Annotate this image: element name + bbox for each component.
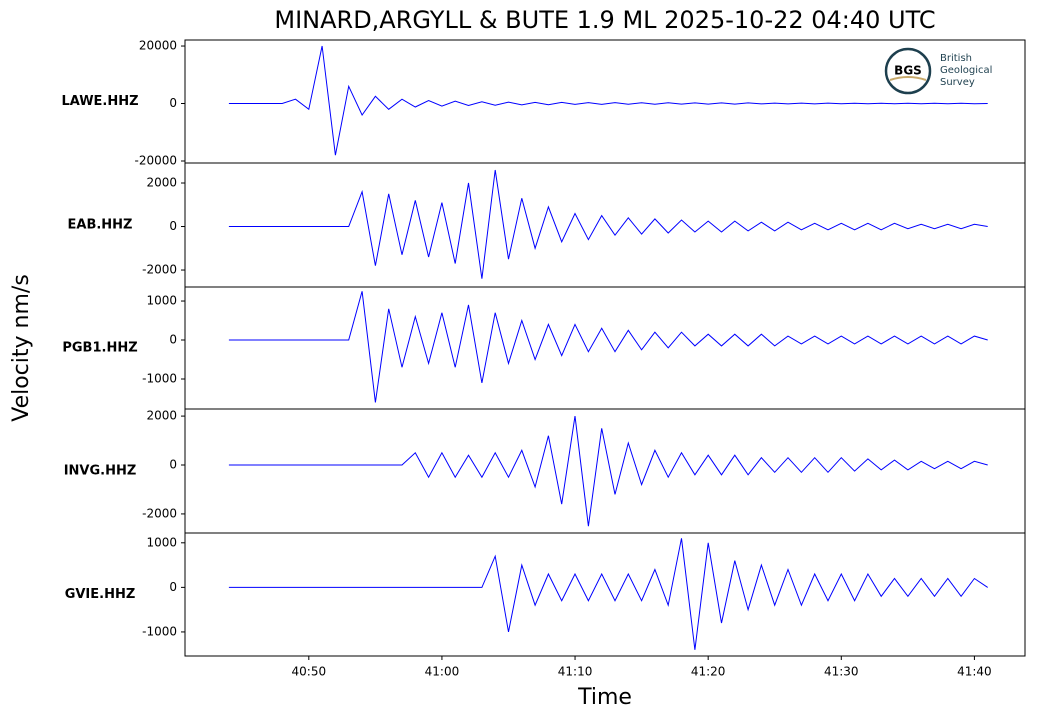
y-axis-label: Velocity nm/s: [9, 274, 34, 422]
axes-frame: [184, 408, 1026, 534]
y-tick-label: 2000: [146, 409, 177, 423]
waveform: [228, 291, 988, 403]
logo-wave: [889, 76, 927, 81]
logo: BGS British Geological Survey: [884, 47, 992, 95]
station-label: INVG.HHZ: [64, 464, 137, 479]
chart-title: MINARD,ARGYLL & BUTE 1.9 ML 2025-10-22 0…: [274, 6, 935, 34]
station-label: PGB1.HHZ: [62, 341, 137, 356]
waveform: [228, 416, 988, 527]
y-tick-label: 20000: [139, 39, 177, 53]
y-tick-label: 0: [169, 333, 177, 347]
y-tick-label: 0: [169, 96, 177, 110]
y-tick-label: 0: [169, 219, 177, 233]
logo-ring: [884, 47, 932, 95]
y-tick-label: 0: [169, 580, 177, 594]
waveform: [228, 538, 988, 650]
logo-line: British: [940, 53, 972, 64]
axes-frame: [184, 286, 1026, 410]
x-tick-label: 41:30: [824, 665, 859, 679]
y-tick-label: 0: [169, 458, 177, 472]
logo-mark: BGS: [894, 64, 922, 78]
station-label: LAWE.HHZ: [61, 94, 138, 109]
waveform: [228, 169, 988, 279]
y-tick-label: 2000: [146, 176, 177, 190]
waveform: [228, 45, 988, 156]
y-tick-label: -20000: [134, 153, 177, 167]
station-label: GVIE.HHZ: [65, 587, 136, 602]
x-axis-label: Time: [577, 685, 632, 710]
x-tick-label: 41:20: [691, 665, 726, 679]
y-tick-label: -1000: [142, 624, 177, 638]
logo-line: Survey: [940, 77, 975, 88]
axes-frame: [184, 532, 1026, 657]
y-tick-label: 1000: [146, 535, 177, 549]
y-tick-label: -2000: [142, 506, 177, 520]
x-tick-label: 41:10: [558, 665, 593, 679]
x-tick-label: 40:50: [292, 665, 327, 679]
axes-frame: [184, 39, 1026, 164]
logo-line: Geological: [940, 65, 992, 76]
x-tick-label: 41:00: [425, 665, 460, 679]
y-tick-label: 1000: [146, 294, 177, 308]
y-tick-label: -1000: [142, 371, 177, 385]
y-tick-label: -2000: [142, 263, 177, 277]
station-label: EAB.HHZ: [68, 218, 133, 233]
x-tick-label: 41:40: [957, 665, 992, 679]
